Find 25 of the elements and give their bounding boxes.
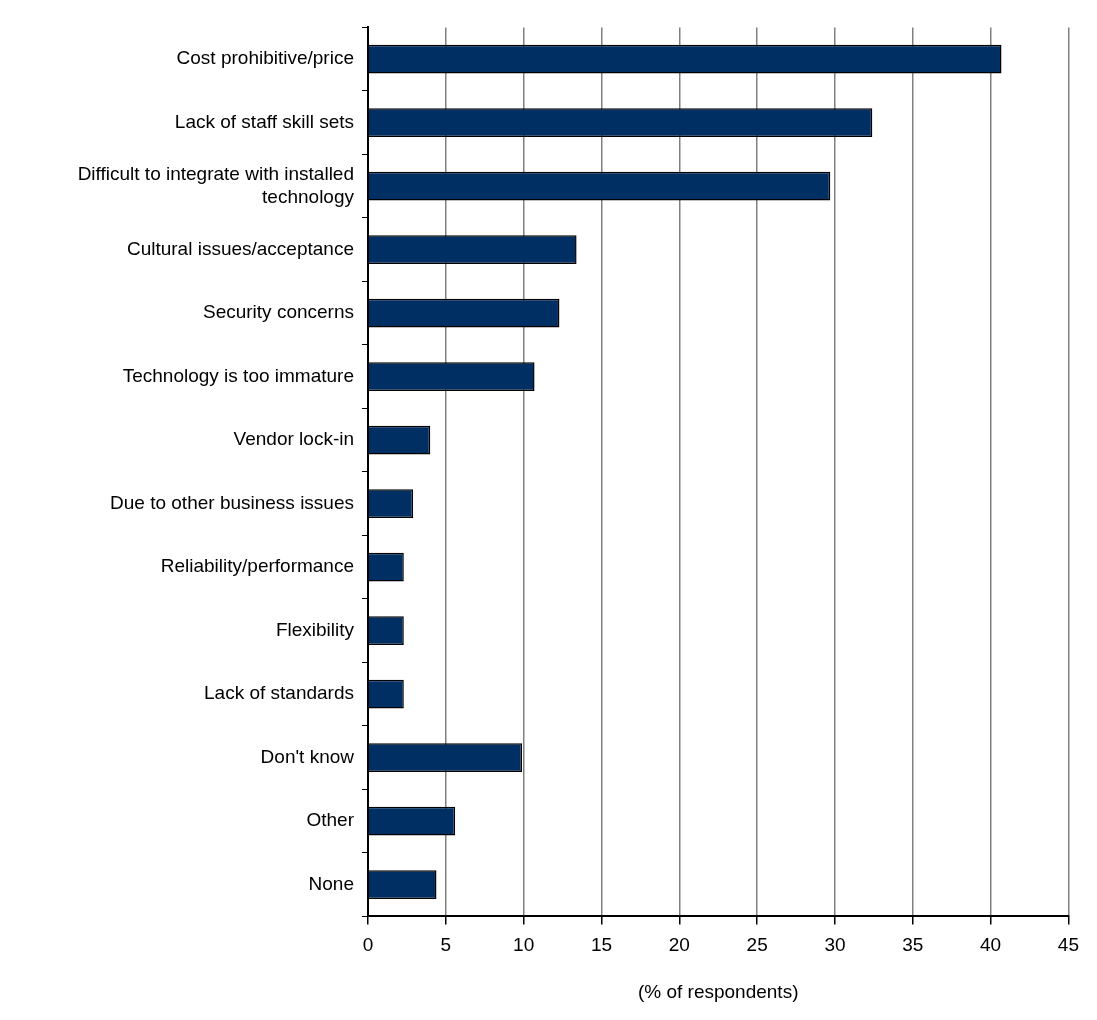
x-tick-label: 10 bbox=[513, 934, 535, 956]
y-tick-label: Vendor lock-in bbox=[233, 428, 354, 450]
y-tick-label: Reliability/performance bbox=[160, 555, 354, 577]
y-tick-label: Lack of staff skill sets bbox=[174, 110, 354, 132]
x-tick-label: 35 bbox=[902, 934, 924, 956]
x-tick-label: 30 bbox=[824, 934, 846, 956]
y-tick-label: Lack of standards bbox=[204, 682, 354, 704]
x-tick-label: 15 bbox=[590, 934, 613, 956]
y-tick-label: Technology is too immature bbox=[122, 364, 354, 386]
x-tick-label: 45 bbox=[1057, 934, 1079, 956]
y-tick-label: Don't know bbox=[260, 745, 355, 767]
x-tick-label: 0 bbox=[362, 934, 374, 956]
y-tick-label: None bbox=[308, 872, 354, 894]
x-tick-label: 5 bbox=[440, 934, 452, 956]
y-tick-label: Cost prohibitive/price bbox=[176, 47, 354, 69]
y-tick-label: Flexibility bbox=[275, 618, 355, 640]
y-tick-label: Security concerns bbox=[202, 301, 354, 323]
y-tick-label: Other bbox=[306, 809, 355, 831]
x-tick-label: 20 bbox=[668, 934, 690, 956]
y-tick-label: Due to other business issues bbox=[110, 491, 354, 513]
y-tick-label: Difficult to integrate with installed technology bbox=[77, 162, 355, 207]
x-tick-label: 40 bbox=[980, 934, 1002, 956]
y-tick-label: Cultural issues/acceptance bbox=[126, 237, 354, 259]
x-tick-label: 25 bbox=[746, 934, 768, 956]
x-axis-title: (% of respondents) bbox=[637, 980, 799, 1002]
